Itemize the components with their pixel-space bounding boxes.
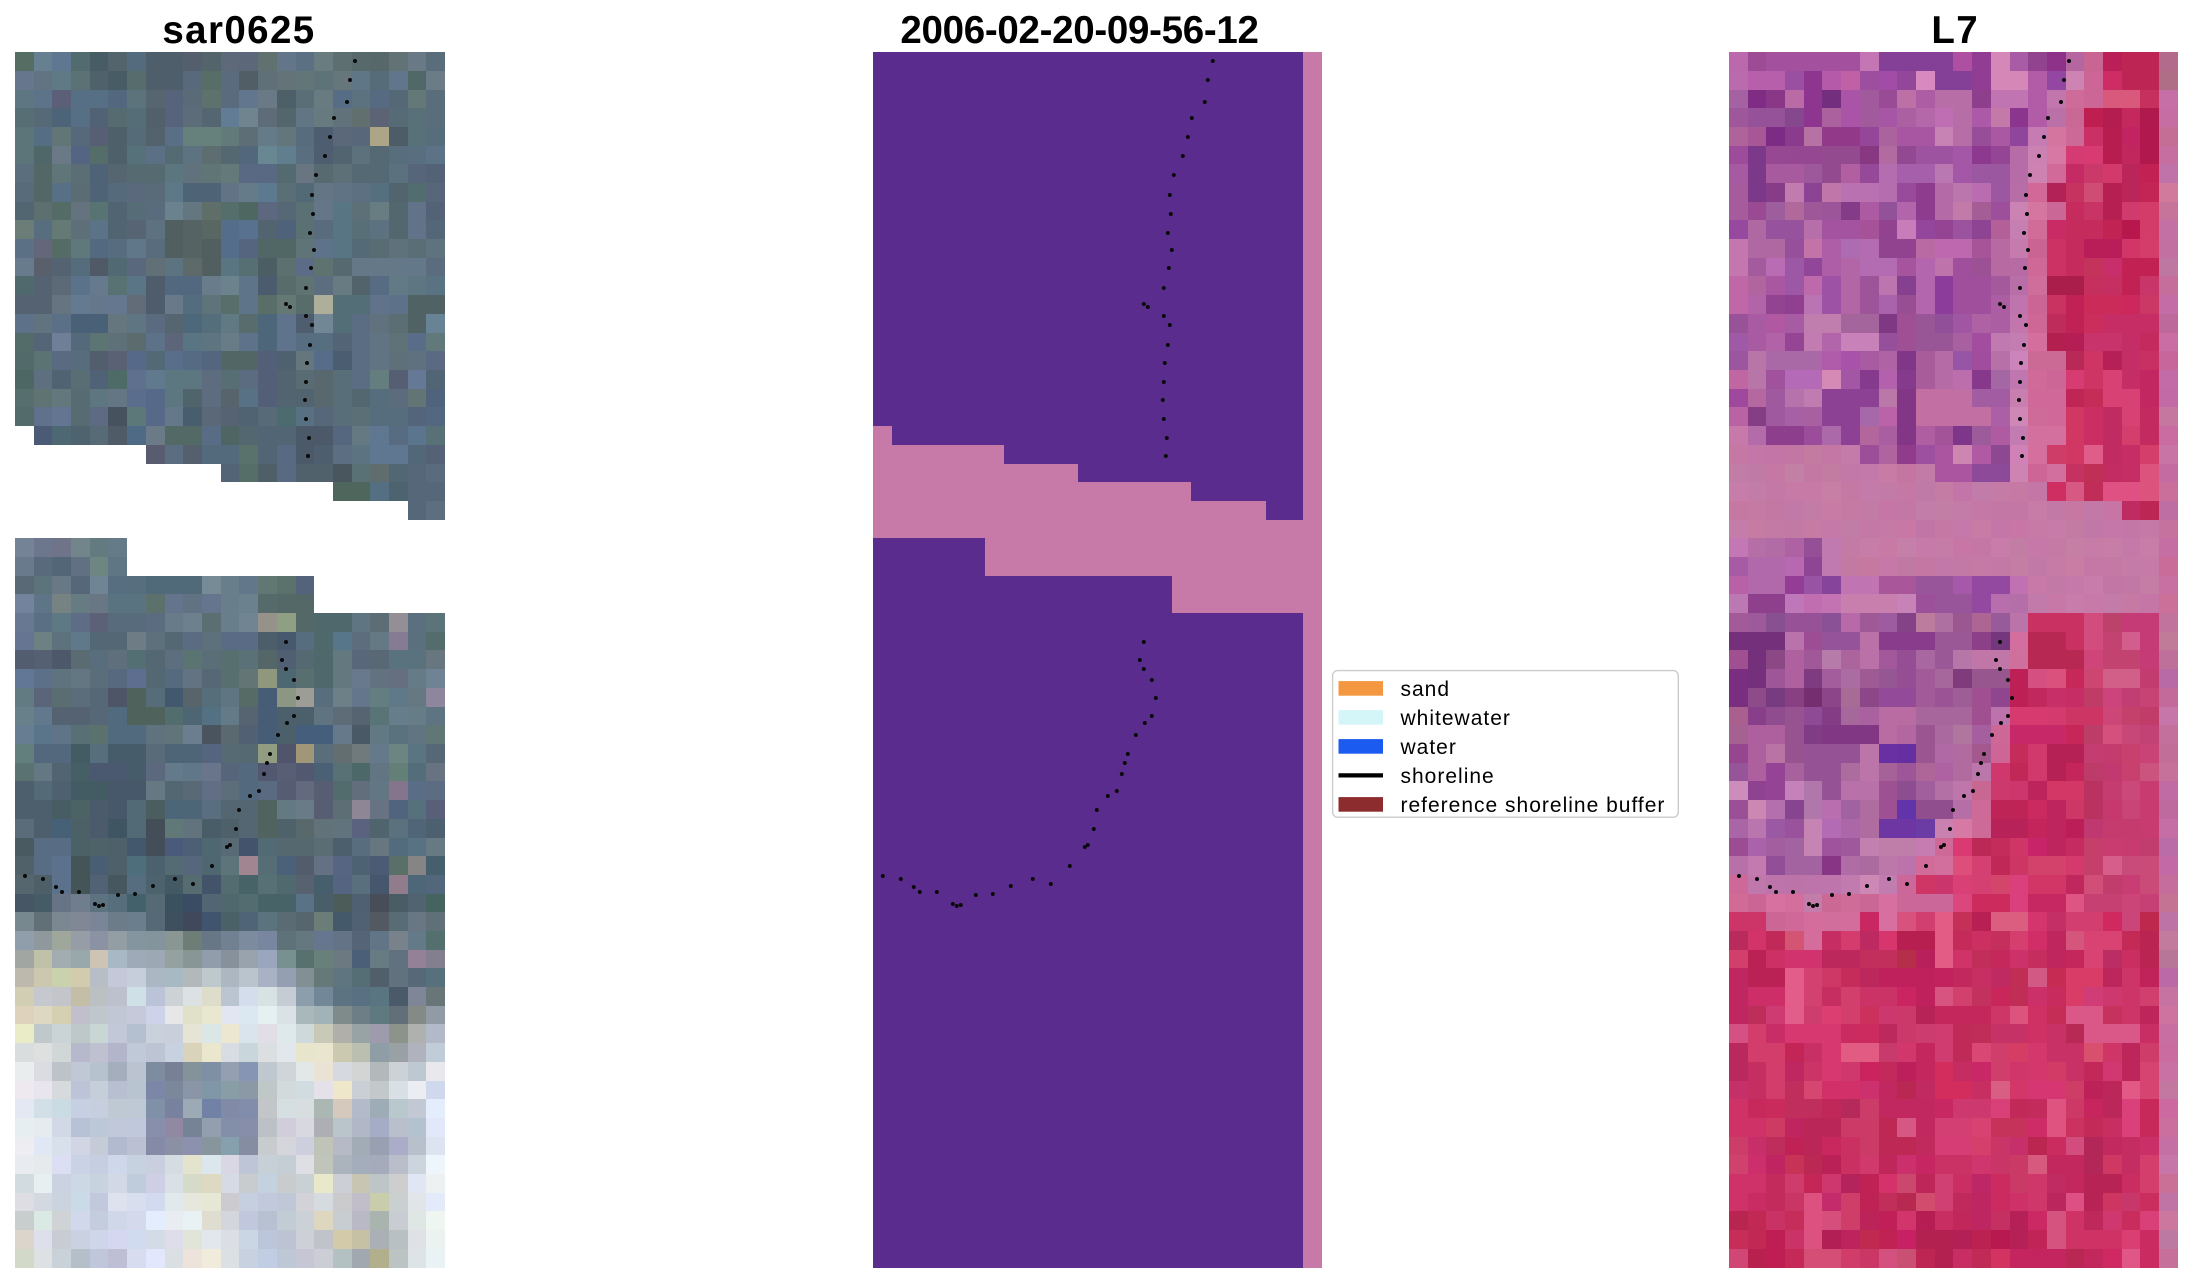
svg-text:2006-02-20-09-56-12: 2006-02-20-09-56-12: [900, 9, 1258, 52]
svg-text:whitewater: whitewater: [1400, 707, 1511, 730]
svg-text:shoreline: shoreline: [1401, 765, 1495, 788]
svg-text:sand: sand: [1401, 678, 1451, 701]
svg-text:reference shoreline buffer: reference shoreline buffer: [1401, 794, 1666, 817]
svg-text:L7: L7: [1931, 9, 1979, 52]
svg-text:sar0625: sar0625: [162, 9, 315, 52]
svg-text:water: water: [1400, 736, 1457, 759]
